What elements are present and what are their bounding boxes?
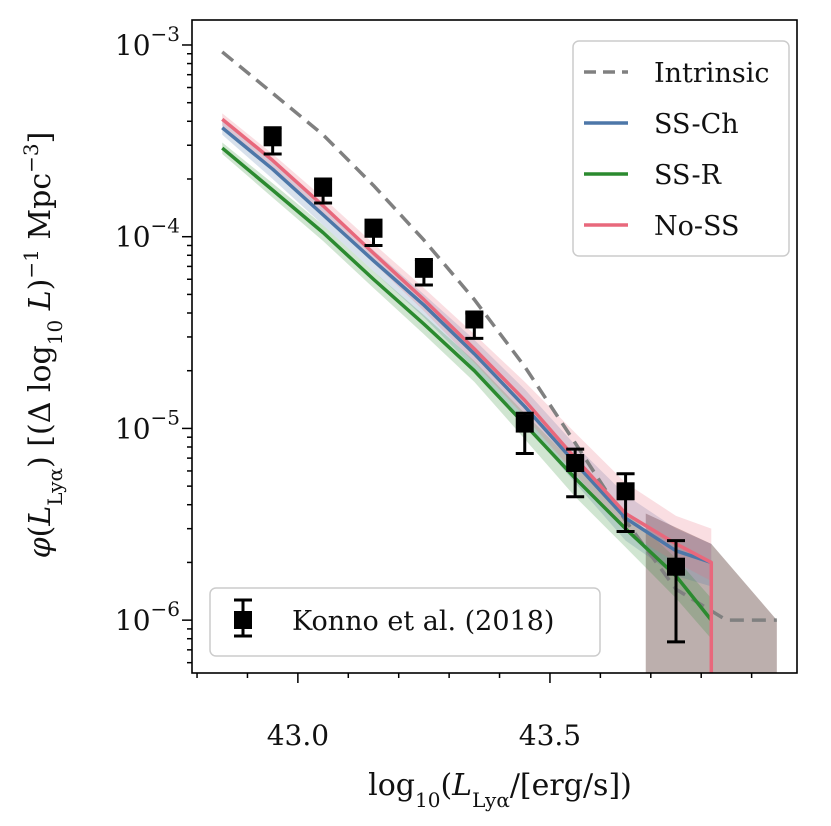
x-axis-label: log10(LLyα/[erg/s]) bbox=[368, 768, 632, 812]
legend-label-ss-ch: SS-Ch bbox=[654, 109, 739, 140]
data-point bbox=[566, 454, 585, 473]
plot-frame bbox=[191, 19, 798, 674]
data-point bbox=[414, 259, 433, 278]
x-tick-label: 43.0 bbox=[267, 719, 329, 752]
data-point bbox=[616, 482, 635, 501]
legend-label-no-ss: No-SS bbox=[654, 211, 740, 242]
y-tick-label: 10−6 bbox=[115, 597, 180, 637]
data-point bbox=[314, 178, 333, 197]
data-point bbox=[515, 414, 534, 433]
x-axis: 43.0 43.5 bbox=[196, 673, 753, 752]
legend-top-right: Intrinsic SS-Ch SS-R No-SS bbox=[572, 40, 790, 257]
y-axis-label: φ(LLyα) [(Δ log10 L)−1 Mpc−3] bbox=[19, 132, 67, 559]
legend-box-2 bbox=[209, 587, 601, 657]
y-tick-label: 10−3 bbox=[115, 22, 180, 62]
data-point bbox=[263, 128, 282, 147]
band-ss-ch bbox=[222, 121, 712, 587]
data-point bbox=[667, 557, 685, 576]
y-tick-label: 10−4 bbox=[115, 214, 180, 254]
data-point bbox=[364, 219, 383, 238]
legend-label-intrinsic: Intrinsic bbox=[654, 58, 769, 89]
line-ss-ch bbox=[221, 126, 712, 565]
line-intrinsic bbox=[221, 50, 777, 622]
y-tick-label: 10−5 bbox=[115, 405, 180, 445]
x-tick-label: 43.5 bbox=[519, 719, 581, 752]
legend-bottom-left: Konno et al. (2018) bbox=[209, 587, 601, 657]
line-ss-r bbox=[221, 146, 713, 622]
legend-label-ss-r: SS-R bbox=[654, 160, 722, 191]
band-ss-r bbox=[222, 142, 712, 639]
data-point bbox=[465, 310, 484, 329]
legend-box bbox=[572, 40, 790, 257]
line-no-ss bbox=[221, 117, 714, 673]
legend-label-konno: Konno et al. (2018) bbox=[292, 606, 554, 637]
legend-marker bbox=[234, 611, 252, 629]
y-axis: 10−3 10−4 10−5 10−6 bbox=[115, 22, 192, 664]
plot-area bbox=[221, 50, 777, 673]
